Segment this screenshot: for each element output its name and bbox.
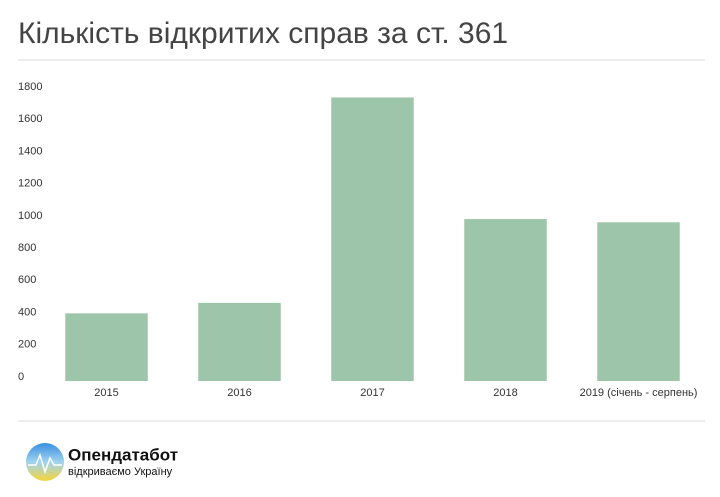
bar — [65, 313, 148, 381]
logo-icon — [26, 443, 64, 481]
y-tick-label: 1600 — [18, 113, 42, 125]
y-tick-label: 800 — [18, 242, 36, 254]
slogan: відкриваємо Україну — [68, 466, 173, 478]
x-tick-label: 2016 — [227, 387, 251, 399]
chart-title: Кількість відкритих справ за ст. 361 — [18, 17, 508, 50]
brand: Опендатабот — [68, 445, 178, 464]
x-tick-label: 2019 (січень - серпень) — [580, 387, 698, 399]
bar — [464, 219, 547, 381]
y-tick-label: 1800 — [18, 81, 42, 93]
y-tick-label: 0 — [18, 371, 24, 383]
y-tick-label: 1200 — [18, 178, 42, 190]
x-tick-label: 2018 — [493, 387, 517, 399]
y-tick-label: 1000 — [18, 210, 42, 222]
bar — [597, 222, 680, 381]
logo: Опендатабот відкриваємо Україну — [26, 443, 178, 481]
y-tick-label: 400 — [18, 306, 36, 318]
x-tick-label: 2015 — [94, 387, 118, 399]
bar — [331, 97, 414, 381]
y-tick-label: 1400 — [18, 145, 42, 157]
bar — [198, 302, 281, 381]
y-tick-label: 200 — [18, 339, 36, 351]
x-tick-label: 2017 — [360, 387, 384, 399]
logo-pulse — [28, 452, 62, 475]
y-tick-label: 600 — [18, 274, 36, 286]
